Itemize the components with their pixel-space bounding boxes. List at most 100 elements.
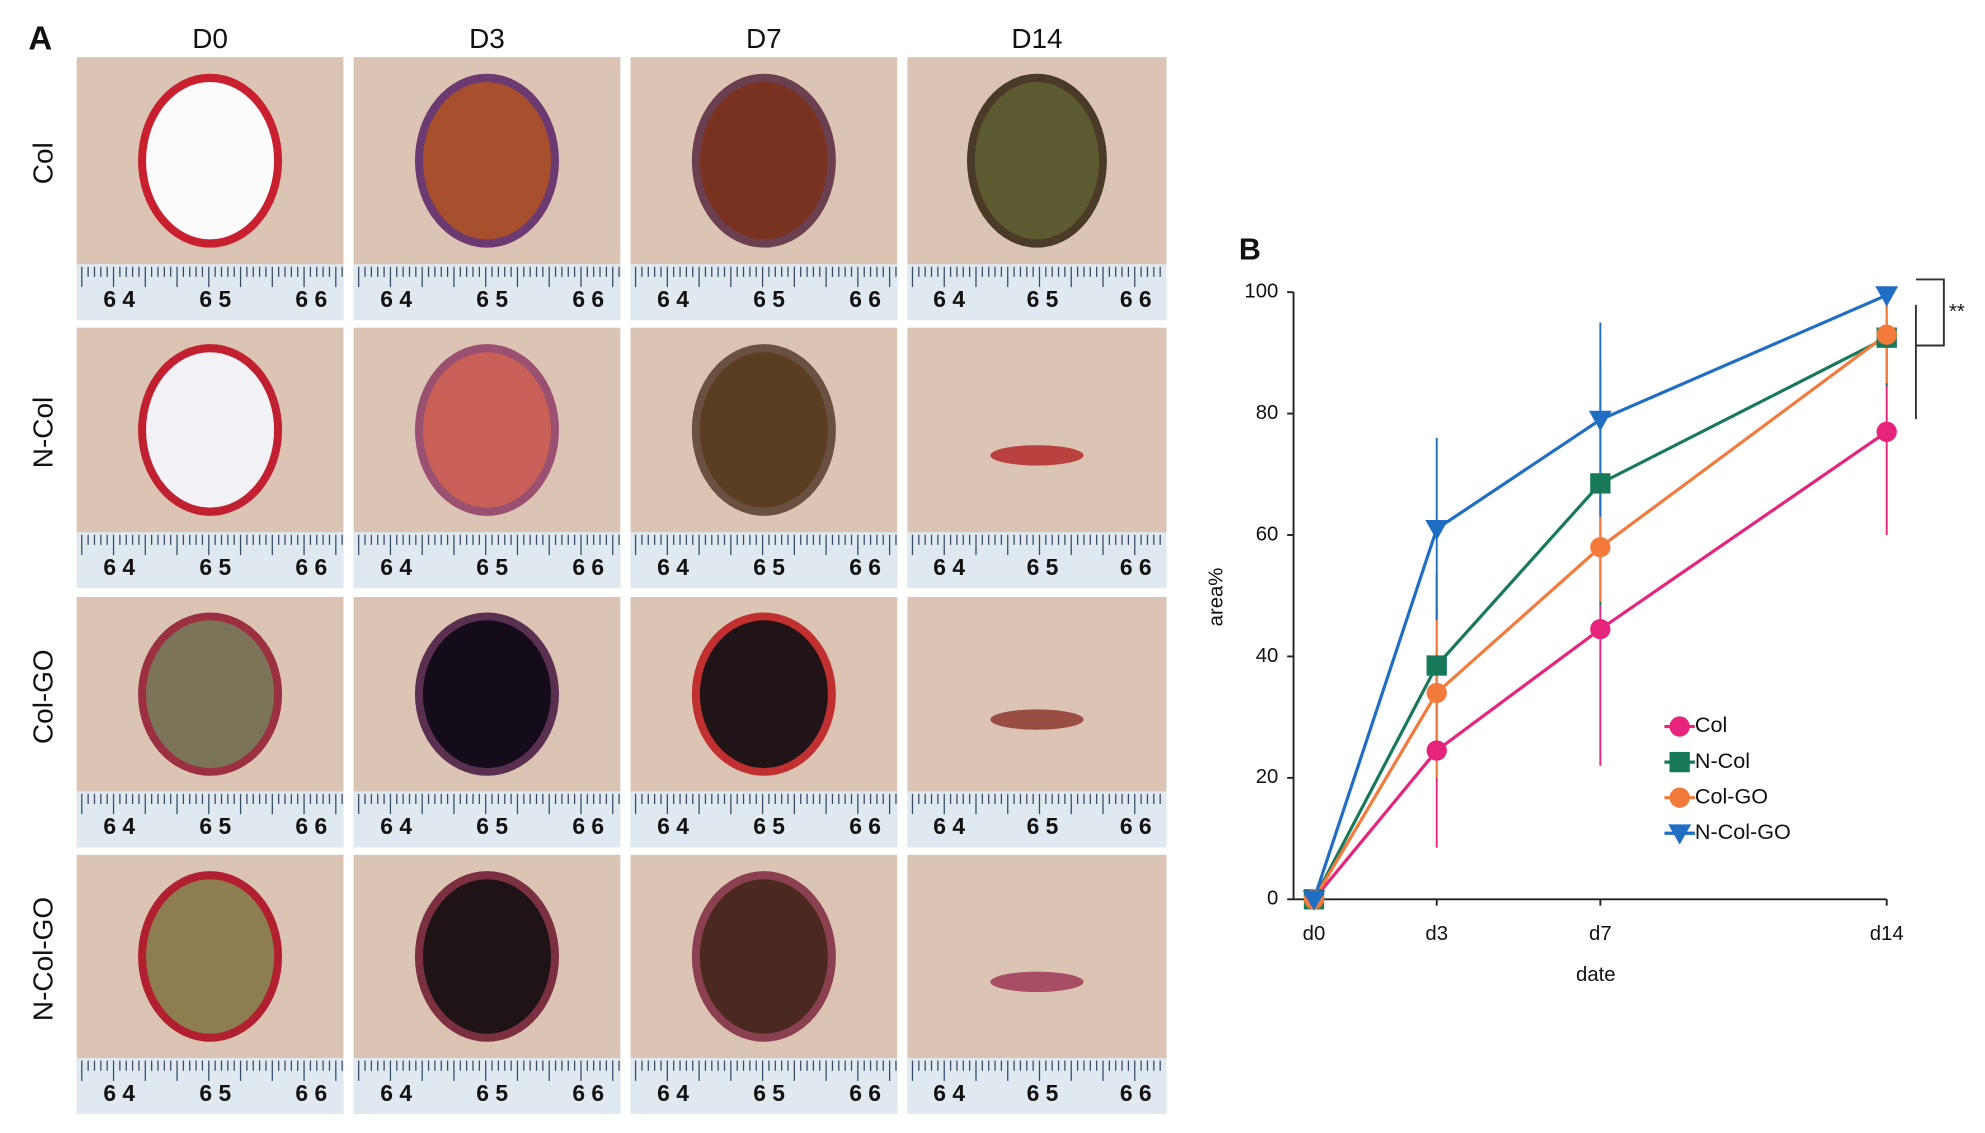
- ruler-label: 6 6: [295, 286, 327, 312]
- ruler: [76, 791, 344, 848]
- wound: [146, 352, 275, 508]
- ruler-label: 6 4: [933, 286, 965, 312]
- wound-photo: 6 4 6 5 6 6: [353, 57, 621, 321]
- wound-photo: 6 4 6 5 6 6: [76, 854, 344, 1114]
- legend-entry: Col: [1664, 712, 1727, 737]
- ruler-label: 6 5: [199, 286, 231, 312]
- wound: [146, 879, 275, 1034]
- ruler-label: 6 6: [572, 1080, 604, 1106]
- ruler-label: 6 5: [199, 554, 231, 580]
- wound-photo: 6 4 6 5 6 6: [353, 596, 621, 848]
- y-axis-label: area%: [1206, 568, 1228, 627]
- ruler-label: 6 5: [1027, 813, 1059, 839]
- ruler-label: 6 6: [1120, 554, 1152, 580]
- marker: [1590, 473, 1611, 494]
- bracket: [1915, 278, 1945, 347]
- ruler-label: 6 4: [933, 1080, 965, 1106]
- wound-photo: 6 4 6 5 6 6: [907, 57, 1167, 321]
- wound-photo: 6 4 6 5 6 6: [76, 327, 344, 589]
- wound: [422, 82, 551, 240]
- marker: [1590, 618, 1611, 640]
- ruler: [76, 532, 344, 589]
- ruler: [630, 791, 898, 848]
- column-header: D3: [469, 23, 505, 54]
- ruler-label: 6 4: [103, 1080, 135, 1106]
- series-line: [1312, 336, 1888, 901]
- ruler-label: 6 5: [476, 813, 508, 839]
- ruler-label: 6 6: [849, 286, 881, 312]
- ruler-label: 6 5: [753, 1080, 785, 1106]
- ruler-label: 6 4: [657, 286, 689, 312]
- ruler-label: 6 6: [849, 554, 881, 580]
- x-tick-label: d7: [1589, 923, 1612, 945]
- ruler-label: 6 5: [199, 1080, 231, 1106]
- ruler-label: 6 4: [380, 813, 412, 839]
- legend-entry: Col-GO: [1664, 783, 1768, 808]
- x-tick-label: d14: [1870, 923, 1904, 945]
- ruler-label: 6 5: [1027, 1080, 1059, 1106]
- x-tick-label: d3: [1425, 923, 1448, 945]
- ruler-label: 6 6: [1120, 813, 1152, 839]
- ruler-label: 6 4: [933, 554, 965, 580]
- y-tick-label: 20: [1256, 766, 1279, 788]
- wound-photo: 6 4 6 5 6 6: [630, 854, 898, 1114]
- column-header: D7: [746, 23, 782, 54]
- ruler: [76, 264, 344, 321]
- ruler-label: 6 6: [295, 1080, 327, 1106]
- ruler-label: 6 6: [295, 554, 327, 580]
- wound-photo: 6 4 6 5 6 6: [907, 327, 1167, 589]
- series-line: [1312, 293, 1888, 900]
- ruler-label: 6 5: [1027, 554, 1059, 580]
- ruler-label: 6 4: [657, 1080, 689, 1106]
- legend-label: N-Col-GO: [1695, 819, 1791, 844]
- legend-entry: N-Col-GO: [1664, 819, 1791, 845]
- y-tick-label: 0: [1267, 888, 1278, 910]
- scar: [990, 709, 1084, 730]
- ruler: [630, 1058, 898, 1114]
- legend-label: Col-GO: [1695, 783, 1768, 808]
- ruler-label: 6 6: [572, 554, 604, 580]
- ruler-label: 6 5: [753, 286, 785, 312]
- marker: [1425, 520, 1449, 541]
- wound-photo: 6 4 6 5 6 6: [630, 596, 898, 848]
- y-tick-label: 100: [1244, 281, 1278, 303]
- ruler-label: 6 5: [476, 554, 508, 580]
- wound: [699, 352, 828, 508]
- marker: [1426, 682, 1447, 704]
- y-tick-label: 60: [1256, 523, 1279, 545]
- scar: [990, 971, 1084, 993]
- ruler-label: 6 6: [849, 1080, 881, 1106]
- wound-photo: 6 4 6 5 6 6: [907, 596, 1167, 848]
- ruler-label: 6 4: [380, 1080, 412, 1106]
- ruler-label: 6 6: [295, 813, 327, 839]
- wound-photo: 6 4 6 5 6 6: [76, 596, 344, 848]
- ruler: [630, 264, 898, 321]
- wound: [699, 620, 828, 769]
- wound: [146, 620, 275, 769]
- ruler-label: 6 6: [849, 813, 881, 839]
- ruler-label: 6 5: [1027, 286, 1059, 312]
- series-line: [1312, 430, 1888, 901]
- wound-photo: 6 4 6 5 6 6: [630, 57, 898, 321]
- row-label: Col-GO: [27, 649, 58, 744]
- y-tick-label: 40: [1256, 645, 1279, 667]
- marker: [1590, 536, 1611, 558]
- legend-entry: N-Col: [1664, 748, 1750, 773]
- legend-marker: [1669, 716, 1690, 737]
- x-axis-label: date: [1576, 964, 1616, 986]
- wound: [146, 82, 275, 240]
- ruler: [630, 532, 898, 589]
- scar: [990, 445, 1084, 466]
- marker: [1588, 410, 1612, 432]
- ruler-label: 6 4: [380, 554, 412, 580]
- wound: [422, 352, 551, 508]
- ruler: [353, 264, 621, 321]
- panel-label: B: [1239, 233, 1261, 267]
- ruler: [353, 791, 621, 848]
- wound-photo: 6 4 6 5 6 6: [630, 327, 898, 589]
- marker: [1426, 655, 1447, 676]
- ruler-label: 6 5: [476, 286, 508, 312]
- ruler-label: 6 5: [753, 554, 785, 580]
- wound-photo: 6 4 6 5 6 6: [907, 854, 1167, 1114]
